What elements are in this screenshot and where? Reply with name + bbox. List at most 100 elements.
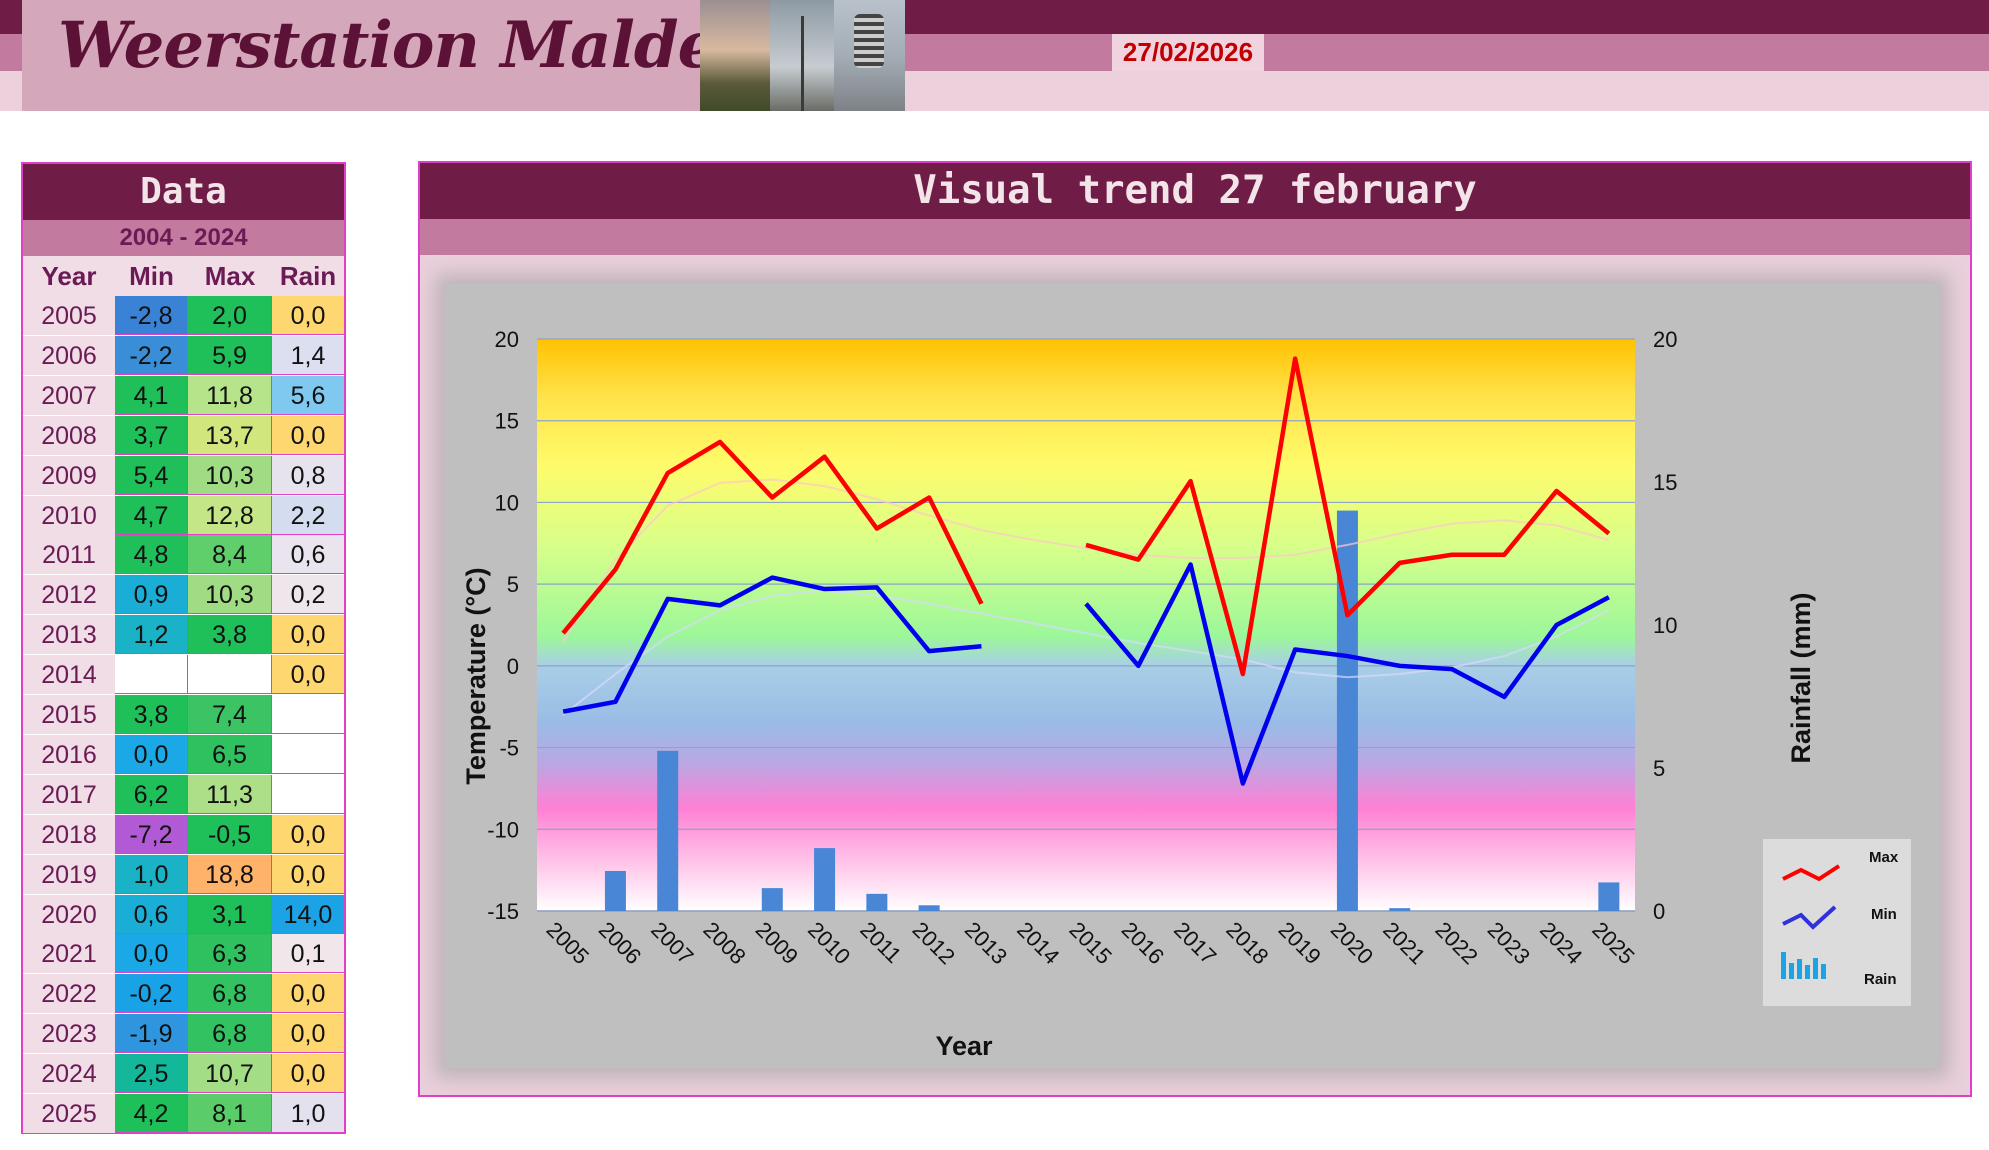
cell-rain: 1,0 xyxy=(272,1094,344,1133)
y-tick-label: -10 xyxy=(487,817,519,842)
x-tick-label: 2010 xyxy=(803,917,855,969)
cell-rain: 2,2 xyxy=(272,495,344,535)
cell-min: -7,2 xyxy=(115,814,188,854)
cell-min: 0,9 xyxy=(115,575,188,615)
cell-min: 4,1 xyxy=(115,375,188,415)
x-tick-label: 2014 xyxy=(1012,917,1064,969)
cell-max: -0,5 xyxy=(188,814,272,854)
table-row: 2023 -1,9 6,8 0,0 xyxy=(23,1014,344,1054)
table-row: 2009 5,4 10,3 0,8 xyxy=(23,455,344,496)
table-row: 2015 3,8 7,4 xyxy=(23,695,344,735)
cell-rain: 0,0 xyxy=(272,296,344,335)
cell-year: 2017 xyxy=(23,774,115,814)
rain-bar xyxy=(814,848,836,911)
x-tick-label: 2024 xyxy=(1535,917,1587,969)
cell-max: 10,3 xyxy=(188,455,272,495)
col-header-year: Year xyxy=(41,261,97,291)
cell-min: 6,2 xyxy=(115,774,188,814)
rain-bar xyxy=(918,905,940,911)
cell-rain xyxy=(272,774,344,814)
y-tick-label: 5 xyxy=(507,572,519,597)
cell-min: 1,2 xyxy=(115,615,188,655)
x-tick-label: 2008 xyxy=(698,917,750,969)
table-row: 2018 -7,2 -0,5 0,0 xyxy=(23,814,344,855)
chart-legend: Max Min Rain xyxy=(1763,839,1911,1006)
station-photo-shield xyxy=(834,0,905,111)
table-row: 2013 1,2 3,8 0,0 xyxy=(23,615,344,655)
station-photo-mast xyxy=(770,0,834,111)
cell-year: 2012 xyxy=(23,575,115,615)
cell-year: 2015 xyxy=(23,695,115,734)
table-row: 2012 0,9 10,3 0,2 xyxy=(23,575,344,615)
rain-bar xyxy=(1598,882,1620,911)
cell-year: 2022 xyxy=(23,974,115,1014)
cell-rain: 0,0 xyxy=(272,1014,344,1054)
rain-bar xyxy=(604,870,626,911)
cell-max: 6,3 xyxy=(188,934,272,974)
x-tick-label: 2017 xyxy=(1169,917,1221,969)
table-row: 2021 0,0 6,3 0,1 xyxy=(23,934,344,974)
cell-max: 8,1 xyxy=(188,1094,272,1133)
cell-rain: 0,0 xyxy=(272,974,344,1014)
cell-max xyxy=(188,655,272,695)
cell-max: 18,8 xyxy=(188,854,272,894)
table-row: 2011 4,8 8,4 0,6 xyxy=(23,535,344,575)
cell-year: 2021 xyxy=(23,934,115,974)
x-tick-label: 2007 xyxy=(646,917,698,969)
table-row: 2025 4,2 8,1 1,0 xyxy=(23,1094,344,1134)
x-tick-label: 2021 xyxy=(1378,917,1430,969)
cell-max: 12,8 xyxy=(188,495,272,535)
y-tick-label: -15 xyxy=(487,899,519,924)
cell-max: 3,1 xyxy=(188,894,272,934)
x-tick-label: 2022 xyxy=(1430,917,1482,969)
legend-rain-label: Rain xyxy=(1864,971,1897,988)
cell-min: 4,7 xyxy=(115,495,188,535)
col-header-min: Min xyxy=(129,261,174,291)
x-tick-label: 2011 xyxy=(855,917,906,968)
cell-year: 2007 xyxy=(23,375,115,415)
table-row: 2022 -0,2 6,8 0,0 xyxy=(23,974,344,1014)
x-tick-label: 2009 xyxy=(751,917,803,969)
y2-tick-label: 0 xyxy=(1653,899,1665,924)
y-tick-label: -5 xyxy=(499,736,519,761)
cell-year: 2016 xyxy=(23,734,115,774)
y2-axis-title: Rainfall (mm) xyxy=(1786,592,1816,763)
cell-max: 8,4 xyxy=(188,535,272,575)
y-tick-label: 0 xyxy=(507,654,519,679)
cell-year: 2023 xyxy=(23,1014,115,1054)
table-row: 2006 -2,2 5,9 1,4 xyxy=(23,335,344,376)
cell-min: 0,0 xyxy=(115,934,188,974)
data-table-header: Year Min Max Rain xyxy=(23,256,344,296)
cell-rain: 14,0 xyxy=(272,894,344,934)
cell-max: 2,0 xyxy=(188,296,272,335)
cell-year: 2010 xyxy=(23,495,115,535)
x-tick-label: 2005 xyxy=(542,917,594,969)
cell-rain: 1,4 xyxy=(272,335,344,375)
cell-min: 2,5 xyxy=(115,1054,188,1094)
cell-rain: 0,0 xyxy=(272,814,344,854)
cell-min: 3,8 xyxy=(115,695,188,734)
legend-min-label: Min xyxy=(1871,906,1897,923)
cell-rain: 0,0 xyxy=(272,655,344,695)
cell-year: 2024 xyxy=(23,1054,115,1094)
x-tick-label: 2013 xyxy=(960,917,1012,969)
cell-rain: 0,0 xyxy=(272,1054,344,1094)
cell-rain: 0,0 xyxy=(272,415,344,455)
cell-year: 2020 xyxy=(23,894,115,934)
x-tick-label: 2023 xyxy=(1483,917,1535,969)
chart-area: 20 15 10 5 0 -5 -10 -15 20 15 10 5 0 2005 2006 2007 2008… xyxy=(445,284,1939,1068)
chart-panel-subband xyxy=(420,219,1970,255)
cell-year: 2019 xyxy=(23,854,115,894)
table-row: 2007 4,1 11,8 5,6 xyxy=(23,375,344,416)
x-tick-label: 2006 xyxy=(594,917,646,969)
cell-year: 2006 xyxy=(23,335,115,375)
rain-bar xyxy=(761,888,783,911)
plot-background xyxy=(537,339,1635,911)
y-tick-label: 20 xyxy=(495,327,519,352)
station-photo-landscape xyxy=(700,0,770,111)
cell-min: -2,8 xyxy=(115,296,188,335)
x-tick-label: 2015 xyxy=(1064,917,1116,969)
rain-bar xyxy=(866,893,888,911)
table-row: 2014 0,0 xyxy=(23,655,344,695)
cell-min xyxy=(115,655,188,695)
